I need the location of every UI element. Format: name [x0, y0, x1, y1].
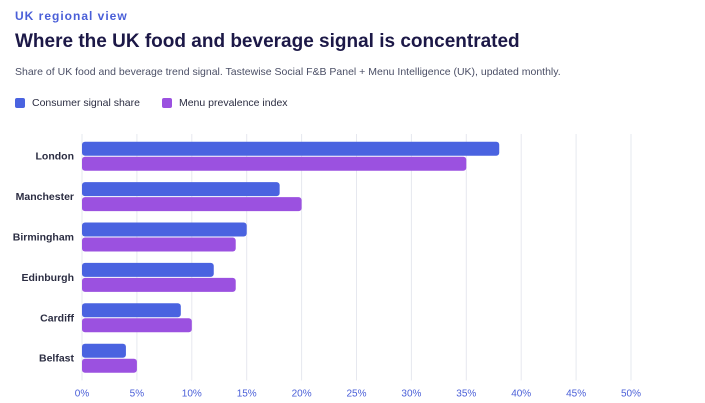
- y-category-label: Edinburgh: [22, 272, 75, 284]
- x-tick-label: 20%: [292, 388, 312, 399]
- x-tick-label: 45%: [566, 388, 586, 399]
- x-tick-label: 50%: [621, 388, 641, 399]
- legend-item-consumer: Consumer signal share: [15, 97, 140, 109]
- legend: Consumer signal share Menu prevalence in…: [15, 97, 288, 109]
- y-category-label: London: [36, 151, 74, 163]
- bar-menu: [82, 277, 236, 292]
- bar-menu: [82, 237, 236, 252]
- x-tick-label: 40%: [511, 388, 531, 399]
- bar-menu: [82, 156, 467, 171]
- legend-label-consumer: Consumer signal share: [32, 97, 140, 109]
- bar-menu: [82, 318, 192, 333]
- chart-subtitle: Share of UK food and beverage trend sign…: [15, 66, 561, 78]
- y-category-label: Manchester: [16, 191, 74, 203]
- x-tick-label: 10%: [182, 388, 202, 399]
- x-tick-label: 35%: [456, 388, 476, 399]
- bar-menu: [82, 358, 137, 373]
- x-tick-label: 25%: [346, 388, 366, 399]
- bar-menu: [82, 197, 302, 212]
- x-tick-label: 30%: [401, 388, 421, 399]
- bar-consumer: [82, 303, 181, 318]
- chart-title: Where the UK food and beverage signal is…: [15, 31, 520, 52]
- y-category-label: Cardiff: [40, 312, 74, 324]
- y-category-label: Belfast: [39, 353, 75, 365]
- bar-consumer: [82, 262, 214, 277]
- bar-consumer: [82, 222, 247, 237]
- x-tick-label: 15%: [237, 388, 257, 399]
- y-category-label: Birmingham: [13, 232, 74, 244]
- legend-swatch-consumer: [15, 98, 25, 108]
- x-tick-label: 5%: [130, 388, 145, 399]
- bar-consumer: [82, 141, 500, 156]
- bar-consumer: [82, 343, 126, 358]
- eyebrow-label: UK regional view: [15, 9, 128, 23]
- legend-label-menu: Menu prevalence index: [178, 97, 288, 109]
- legend-swatch-menu: [161, 98, 172, 108]
- x-tick-label: 0%: [75, 388, 90, 399]
- legend-item-menu: Menu prevalence index: [161, 97, 288, 109]
- bar-consumer: [82, 182, 280, 197]
